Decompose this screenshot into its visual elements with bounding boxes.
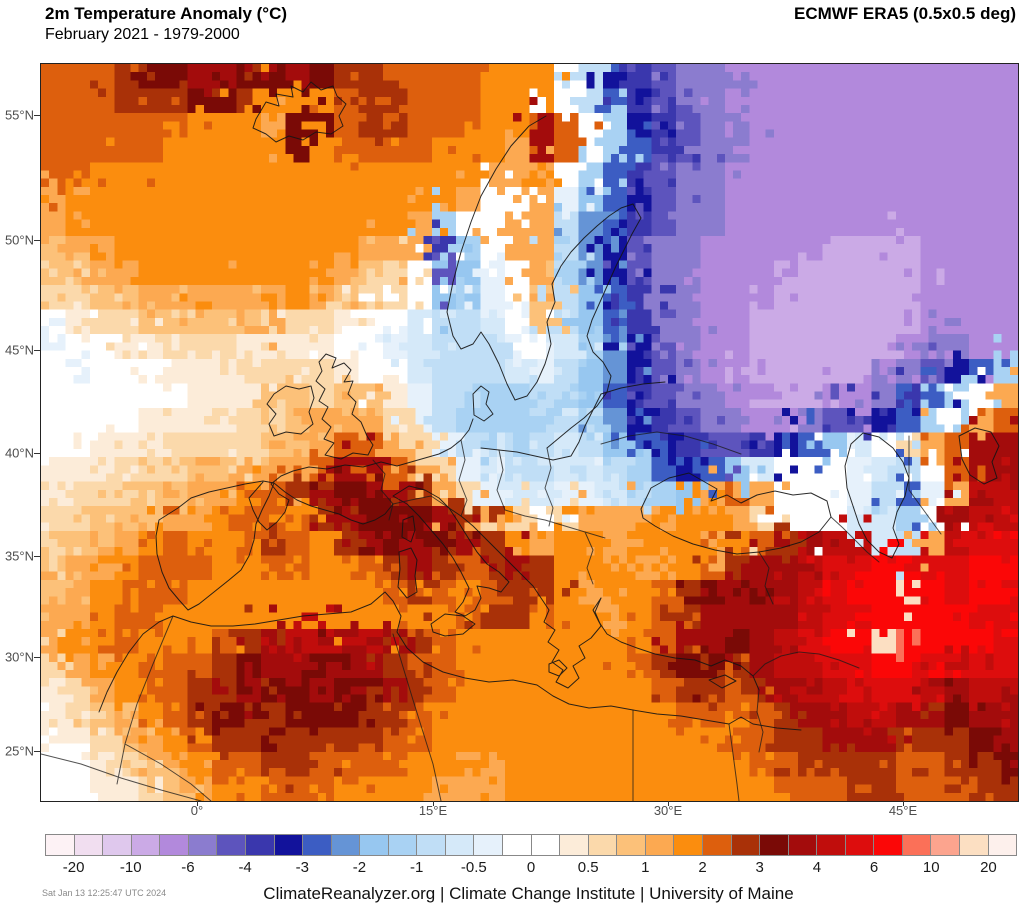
map-frame [40, 63, 1019, 802]
lon-label: 0° [190, 803, 204, 818]
temperature-anomaly-raster [41, 64, 1018, 801]
colorbar-tick-label: -3 [295, 859, 309, 876]
colorbar-tick-label: 6 [869, 859, 879, 876]
lon-tick [433, 801, 434, 806]
colorbar-cell [559, 835, 588, 855]
lon-tick [197, 801, 198, 806]
colorbar-cell [302, 835, 331, 855]
lat-tick [34, 453, 40, 454]
lon-label: 15°E [418, 803, 448, 818]
lat-tick [34, 556, 40, 557]
lat-tick [34, 240, 40, 241]
colorbar-tick-label: 1 [641, 859, 650, 876]
lat-label: 25°N [4, 743, 34, 759]
lat-label: 50°N [4, 232, 34, 248]
lon-label: 30°E [653, 803, 683, 818]
colorbar-cell [644, 835, 674, 855]
colorbar-tick-label: -10 [119, 859, 142, 876]
colorbar-cell [387, 835, 417, 855]
colorbar-cell [473, 835, 502, 855]
colorbar-cell [502, 835, 531, 855]
colorbar-cell [701, 835, 731, 855]
colorbar-cell [273, 835, 303, 855]
lon-tick [668, 801, 669, 806]
footer-credit: ClimateReanalyzer.org | Climate Change I… [263, 884, 794, 903]
colorbar-cell [959, 835, 988, 855]
colorbar-tick-label: 4 [812, 859, 822, 876]
lat-tick [34, 657, 40, 658]
lat-tick [34, 350, 40, 351]
colorbar-cell [587, 835, 617, 855]
colorbar-tick-label: -4 [238, 859, 252, 876]
colorbar-tick-label: 2 [698, 859, 707, 876]
colorbar-cell [816, 835, 845, 855]
colorbar-cell [159, 835, 188, 855]
colorbar-tick-label: 20 [980, 859, 997, 876]
page-title: 2m Temperature Anomaly (°C) [45, 4, 288, 23]
colorbar-cell [73, 835, 103, 855]
colorbar-tick-label: -2 [352, 859, 367, 876]
colorbar [45, 834, 1017, 856]
colorbar-cell [102, 835, 131, 855]
colorbar-tick-label: -6 [181, 859, 195, 876]
colorbar-cell [244, 835, 274, 855]
dataset-source-label: ECMWF ERA5 (0.5x0.5 deg) [794, 4, 1016, 23]
colorbar-cell [530, 835, 560, 855]
lat-label: 45°N [4, 342, 34, 358]
colorbar-cell [844, 835, 874, 855]
lat-label: 40°N [4, 445, 34, 461]
lat-tick [34, 751, 40, 752]
colorbar-cell [216, 835, 245, 855]
generation-timestamp: Sat Jan 13 12:25:47 UTC 2024 [42, 888, 167, 898]
lon-tick [903, 801, 904, 806]
colorbar-tick-label: -1 [409, 859, 424, 876]
colorbar-cell [444, 835, 474, 855]
colorbar-cell [987, 835, 1017, 855]
colorbar-cell [730, 835, 760, 855]
colorbar-cell [187, 835, 217, 855]
colorbar-cell [673, 835, 702, 855]
colorbar-cell [416, 835, 445, 855]
colorbar-cell [130, 835, 160, 855]
lat-label: 35°N [4, 548, 34, 564]
colorbar-tick-label: 0.5 [577, 859, 599, 876]
colorbar-cell [930, 835, 959, 855]
lat-tick [34, 115, 40, 116]
page-subtitle: February 2021 - 1979-2000 [45, 26, 240, 43]
colorbar-cell [616, 835, 645, 855]
lat-label: 30°N [4, 649, 34, 665]
lon-label: 45°E [888, 803, 918, 818]
colorbar-tick-label: 10 [922, 859, 940, 876]
colorbar-cell [901, 835, 931, 855]
colorbar-cell [787, 835, 817, 855]
colorbar-tick-label: -20 [62, 859, 85, 876]
colorbar-cell [359, 835, 388, 855]
colorbar-tick-label: 0 [526, 859, 536, 876]
colorbar-tick-label: 3 [755, 859, 764, 876]
lat-label: 55°N [4, 107, 34, 123]
colorbar-cell [873, 835, 902, 855]
colorbar-cell [759, 835, 788, 855]
colorbar-cell [46, 835, 74, 855]
colorbar-cell [330, 835, 360, 855]
colorbar-tick-label: -0.5 [460, 859, 487, 876]
